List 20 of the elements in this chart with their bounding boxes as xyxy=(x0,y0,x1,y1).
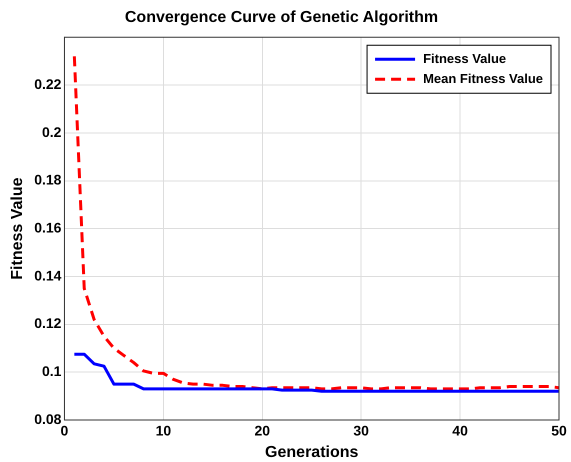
x-tick-label: 30 xyxy=(353,422,370,438)
y-tick-label: 0.1 xyxy=(42,363,62,380)
y-tick-label: 0.12 xyxy=(34,315,62,332)
x-tick-label: 10 xyxy=(156,422,172,438)
legend-label: Mean Fitness Value xyxy=(423,70,544,86)
x-tick-label: 0 xyxy=(60,422,69,438)
x-axis-title: Generations xyxy=(265,444,359,461)
line-series xyxy=(72,54,559,390)
x-tick-label: 20 xyxy=(254,422,270,438)
x-tick-label: 50 xyxy=(551,422,567,438)
y-tick-label: 0.14 xyxy=(34,267,62,284)
x-tick-label: 40 xyxy=(452,422,468,438)
legend-label: Fitness Value xyxy=(423,50,506,66)
y-tick-label: 0.16 xyxy=(34,219,62,236)
y-tick-label: 0.08 xyxy=(34,410,62,427)
y-tick-label: 0.22 xyxy=(34,76,62,92)
y-tick-label: 0.2 xyxy=(42,124,62,140)
chart-title: Convergence Curve of Genetic Algorithm xyxy=(124,9,438,26)
y-axis-title: Fitness Value xyxy=(9,177,26,280)
y-tick-label: 0.18 xyxy=(34,172,62,188)
